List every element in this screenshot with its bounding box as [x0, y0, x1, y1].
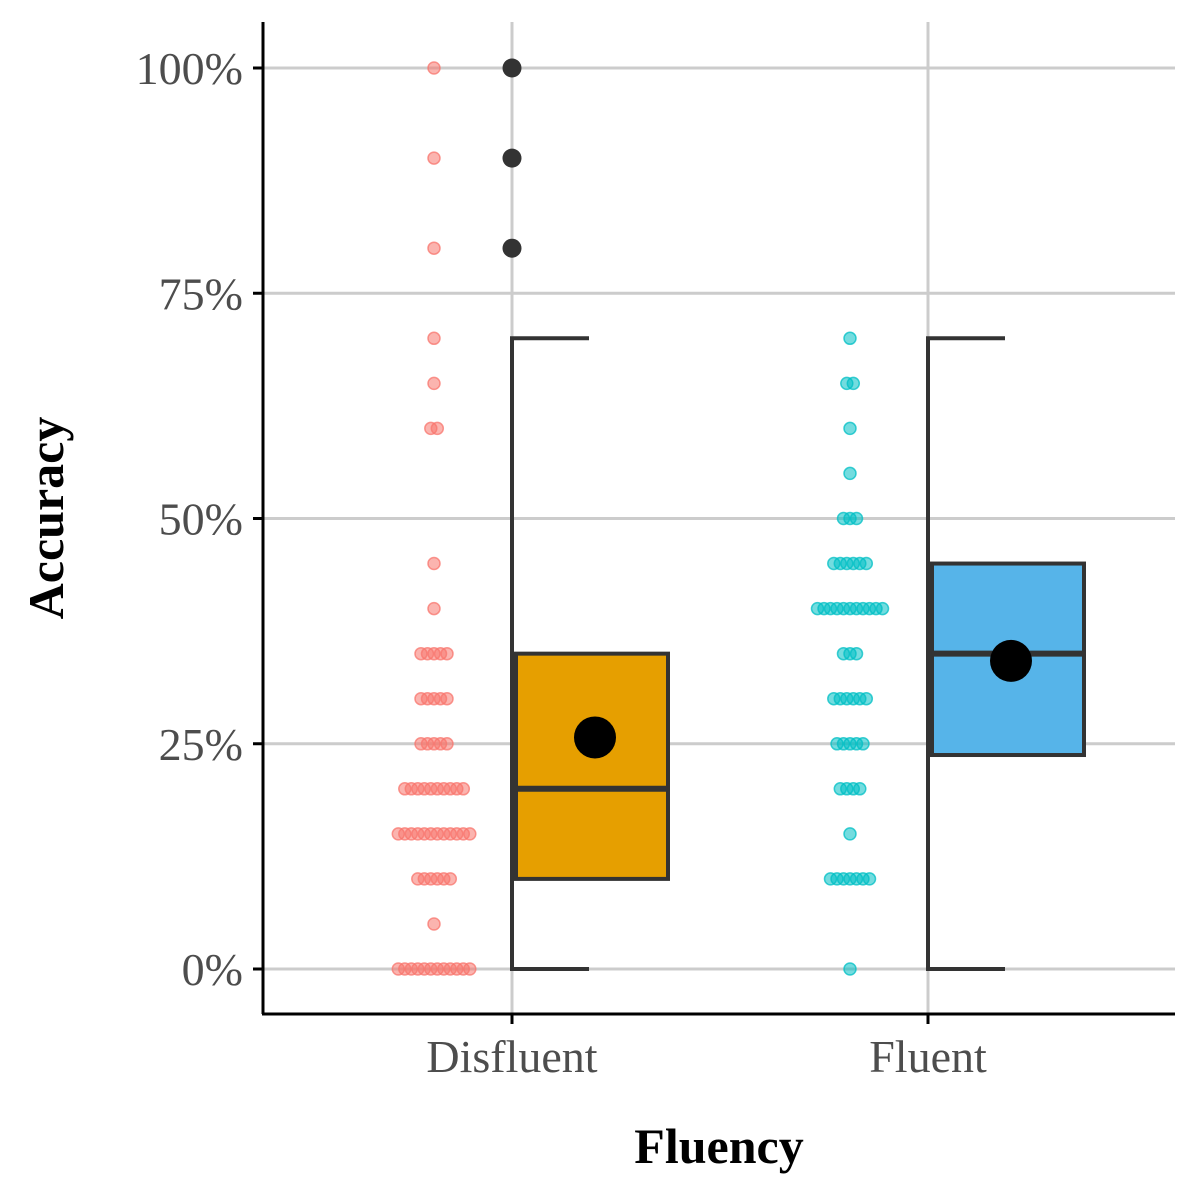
data-point: [463, 962, 477, 976]
boxplots: [502, 58, 1086, 971]
data-point: [440, 646, 454, 661]
data-point: [862, 872, 877, 886]
mean-point: [990, 639, 1032, 682]
data-point: [875, 601, 890, 616]
data-point: [427, 917, 441, 931]
data-point: [427, 556, 441, 571]
data-point: [440, 691, 454, 706]
whisker: [926, 336, 1005, 971]
data-point: [843, 421, 857, 436]
boxplot-fluent: [926, 336, 1086, 971]
data-point: [843, 962, 857, 976]
whisker: [510, 336, 589, 971]
outlier-point: [502, 58, 522, 78]
y-tick-label: 100%: [136, 43, 243, 94]
x-tick-label: Fluent: [869, 1031, 987, 1082]
data-point: [856, 737, 870, 751]
data-point: [427, 61, 441, 75]
y-axis-title: Accuracy: [18, 417, 74, 620]
data-point: [427, 151, 441, 165]
data-point: [849, 646, 864, 661]
data-point: [859, 556, 874, 571]
data-point: [430, 421, 445, 436]
x-axis-title: Fluency: [634, 1118, 803, 1174]
y-tick-label: 0%: [182, 944, 243, 995]
data-point: [427, 331, 441, 346]
outlier-point: [502, 148, 522, 168]
data-point: [427, 601, 441, 616]
data-point: [443, 872, 458, 886]
grid-lines: [263, 22, 1175, 1014]
data-point: [849, 511, 864, 526]
mean-point: [574, 716, 616, 759]
axis-ticks: 0% 25% 50% 75% 100% Disfluent Fluent: [136, 43, 987, 1082]
data-point: [859, 691, 874, 706]
data-point: [853, 782, 867, 796]
data-point: [427, 241, 441, 255]
data-point: [427, 376, 441, 391]
x-tick-label: Disfluent: [426, 1031, 597, 1082]
data-point: [843, 331, 857, 346]
y-tick-label: 75%: [159, 268, 243, 319]
data-point: [843, 466, 857, 481]
data-point: [440, 737, 454, 751]
y-tick-label: 50%: [159, 494, 243, 545]
boxplot-disfluent: [502, 58, 670, 971]
y-tick-label: 25%: [159, 719, 243, 770]
box: [514, 651, 670, 881]
data-point: [456, 782, 471, 796]
jitter-points: [391, 61, 890, 976]
outlier-point: [502, 238, 522, 258]
data-point: [843, 827, 857, 841]
data-point: [846, 376, 861, 391]
data-point: [463, 827, 477, 841]
